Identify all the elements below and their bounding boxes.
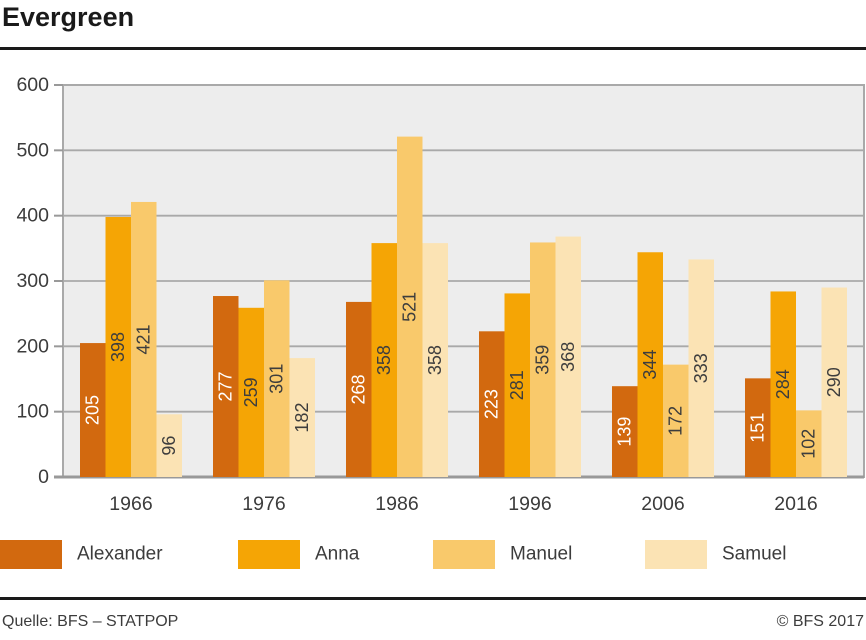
bar-anna-1976 [238,307,264,477]
bar-samuel-1996 [555,236,581,477]
y-tick-label: 300 [16,270,49,292]
bar-value-label: 151 [748,413,768,443]
bar-value-label: 421 [134,324,154,354]
bar-value-label: 398 [108,332,128,362]
bar-alexander-1976 [213,296,239,477]
title-divider [0,47,866,50]
y-tick-label: 100 [16,401,49,423]
bar-value-label: 358 [374,345,394,375]
bar-samuel-1986 [422,243,448,477]
bar-alexander-2016 [745,378,771,477]
bar-samuel-1966 [156,414,182,477]
legend-swatch-anna [238,540,300,569]
legend-swatch-samuel [645,540,707,569]
x-tick-label: 1996 [508,493,551,515]
source-label: Quelle: BFS – STATPOP [2,613,179,630]
bar-anna-2016 [770,291,796,477]
bar-value-label: 102 [799,429,819,459]
legend-swatch-manuel [433,540,495,569]
legend-label: Alexander [77,543,163,565]
bar-value-label: 172 [666,406,686,436]
bar-value-label: 290 [824,367,844,397]
bar-value-label: 333 [691,353,711,383]
x-tick-label: 1976 [242,493,285,515]
bar-alexander-2006 [612,386,638,477]
bar-value-label: 205 [83,395,103,425]
chart-legend: Alexander Anna Manuel Samuel [0,540,866,570]
bar-anna-1966 [105,216,131,477]
x-tick-label: 1986 [375,493,418,515]
bar-manuel-1966 [131,201,157,478]
bar-manuel-1986 [397,136,423,477]
bar-value-label: 259 [241,377,261,407]
y-tick-label: 600 [16,74,49,96]
y-tick-label: 400 [16,205,49,227]
y-tick-label: 0 [38,466,49,488]
y-tick-label: 500 [16,139,49,161]
bar-manuel-1996 [530,242,556,477]
bar-alexander-1986 [346,301,372,477]
x-tick-label: 1966 [109,493,152,515]
bar-value-label: 139 [615,417,635,447]
x-tick-label: 2006 [641,493,684,515]
legend-label: Anna [315,543,360,565]
bar-value-label: 281 [507,370,527,400]
bar-value-label: 284 [773,369,793,399]
bar-anna-2006 [637,252,663,477]
bar-value-label: 223 [482,389,502,419]
legend-label: Samuel [722,543,787,565]
bar-manuel-1976 [264,280,290,477]
legend-label: Manuel [510,543,573,565]
bar-value-label: 358 [425,345,445,375]
bar-value-label: 268 [349,374,369,404]
copyright-label: © BFS 2017 [776,613,864,630]
bar-alexander-1996 [479,331,505,477]
bar-value-label: 301 [267,364,287,394]
legend-swatch-alexander [0,540,62,569]
bar-anna-1996 [504,293,530,477]
bar-samuel-2006 [688,259,714,477]
bar-value-label: 182 [292,403,312,433]
bar-value-label: 368 [558,342,578,372]
y-tick-label: 200 [16,335,49,357]
bar-anna-1986 [371,243,397,477]
bar-manuel-2006 [663,364,689,477]
footer-divider [0,597,866,600]
bar-value-label: 344 [640,350,660,380]
bar-samuel-2016 [821,287,847,477]
bar-chart: 0 100 200 300 400 500 600 205 398 421 96 1966 277 259… [16,74,865,515]
bar-value-label: 96 [159,436,179,456]
bar-samuel-1976 [289,358,315,477]
x-tick-label: 2016 [774,493,817,515]
page-title: Evergreen [2,2,135,32]
bar-alexander-1966 [80,343,106,477]
bar-manuel-2016 [796,410,822,477]
bar-value-label: 359 [533,345,553,375]
bar-value-label: 521 [400,292,420,322]
bar-value-label: 277 [216,371,236,401]
